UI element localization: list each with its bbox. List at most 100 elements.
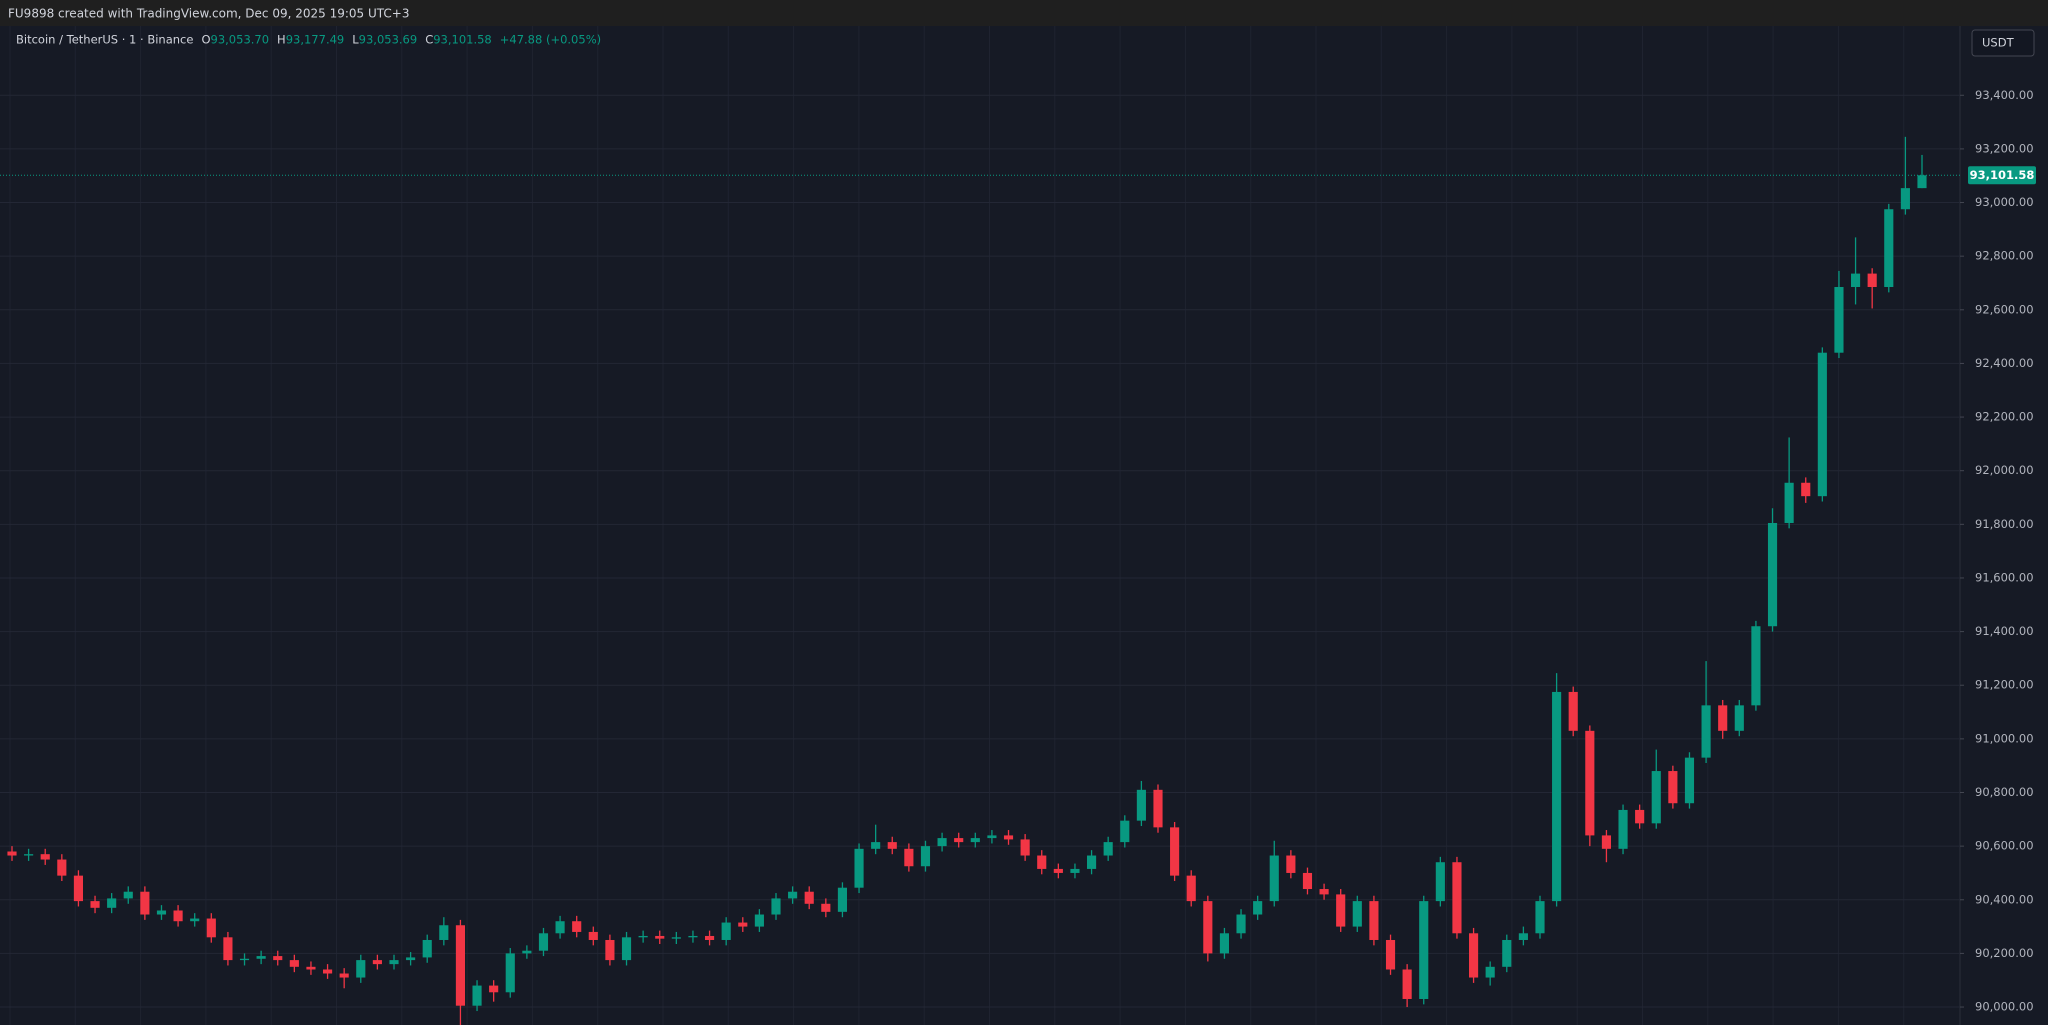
candle-body — [1053, 868, 1063, 873]
candle-body — [73, 875, 84, 902]
candle-body — [322, 969, 333, 974]
candle-body — [1618, 809, 1628, 849]
candle-body — [1834, 287, 1844, 353]
candle-body — [1485, 966, 1495, 978]
candle-body — [190, 918, 200, 922]
candle-body — [1186, 875, 1196, 902]
y-tick-label: 91,000.00 — [1975, 731, 2034, 745]
candle-body — [1219, 933, 1230, 954]
candle-body — [273, 956, 283, 961]
candle-body — [1319, 889, 1329, 895]
chart-title: FU9898 created with TradingView.com, Dec… — [8, 7, 409, 21]
currency-label[interactable]: USDT — [1982, 36, 2015, 50]
candle-body — [704, 935, 715, 940]
y-tick-label: 93,200.00 — [1975, 141, 2034, 155]
candle-body — [605, 939, 615, 961]
candle-body — [1385, 939, 1396, 970]
candle-body — [389, 960, 399, 965]
legend-value: 93,053.70 — [211, 33, 270, 47]
legend-key: C — [425, 33, 433, 47]
candle-body — [1336, 894, 1346, 927]
candle-body — [1203, 901, 1213, 954]
candle-body — [1884, 209, 1894, 288]
candle-body — [688, 935, 698, 938]
candle-body — [1784, 482, 1794, 523]
candle-body — [954, 838, 964, 843]
candle-body — [1136, 789, 1146, 821]
legend-change: +47.88 (+0.05%) — [500, 33, 601, 47]
y-tick-label: 93,000.00 — [1975, 195, 2034, 209]
candle-body — [837, 887, 848, 912]
candle-body — [1352, 901, 1362, 927]
candle-body — [904, 848, 914, 867]
candle-body — [123, 891, 133, 899]
candle-body — [1419, 901, 1429, 999]
candle-body — [1120, 820, 1130, 843]
candle-body — [987, 835, 997, 839]
candle-body — [854, 848, 864, 888]
legend-key: O — [201, 33, 210, 47]
candle-body — [1734, 705, 1744, 731]
candle-body — [90, 901, 100, 908]
y-tick-label: 92,400.00 — [1975, 356, 2034, 370]
candle-body — [339, 973, 349, 978]
candle-body — [804, 891, 814, 904]
candle-body — [655, 935, 665, 939]
candle-body — [372, 960, 382, 965]
symbol-legend: Bitcoin / TetherUS · 1 · Binance O 93,053… — [16, 33, 601, 47]
candle-body — [1402, 969, 1412, 999]
candle-body — [1635, 809, 1645, 824]
candle-body — [256, 956, 266, 959]
candle-body — [920, 846, 931, 867]
candle-body — [588, 931, 598, 940]
candle-body — [1552, 691, 1562, 902]
candle-body — [1070, 868, 1080, 873]
candle-body — [173, 910, 183, 922]
candle-body — [1003, 835, 1014, 840]
candles — [0, 136, 1960, 1025]
candle-body — [7, 851, 17, 856]
candle-body — [1020, 839, 1030, 856]
candle-body — [1502, 939, 1512, 967]
candle-body — [771, 898, 781, 915]
currency-button[interactable]: USDT — [1971, 29, 2035, 57]
y-tick-label: 91,800.00 — [1975, 517, 2034, 531]
y-tick-label: 92,200.00 — [1975, 410, 2034, 424]
candle-body — [887, 842, 897, 849]
candle-body — [1269, 855, 1279, 902]
legend-value: 93,101.58 — [433, 33, 492, 47]
candle-body — [937, 838, 947, 847]
legend-value: 93,053.69 — [359, 33, 418, 47]
legend-value: 93,177.49 — [286, 33, 345, 47]
candle-body — [1900, 188, 1910, 210]
candle-body — [1850, 273, 1861, 288]
candle-body — [871, 842, 881, 849]
price-axis: 90,000.00 90,200.00 90,400.00 90,600.00 90,8… — [1960, 88, 2036, 1014]
legend-key: L — [352, 33, 359, 47]
y-tick-label: 92,000.00 — [1975, 463, 2034, 477]
legend-key: H — [277, 33, 286, 47]
candle-body — [1701, 705, 1711, 758]
y-tick-label: 92,800.00 — [1975, 249, 2034, 263]
candle-body — [754, 914, 764, 927]
candle-body — [289, 960, 299, 967]
candle-body — [1767, 522, 1778, 627]
candle-body — [223, 937, 233, 961]
candle-body — [1684, 757, 1695, 804]
candle-body — [1751, 626, 1761, 706]
candle-body — [738, 922, 748, 927]
candle-body — [1236, 914, 1246, 934]
price-grid — [0, 94, 1960, 1008]
currency-button-frame[interactable] — [1971, 29, 2035, 57]
candle-body — [671, 937, 681, 939]
candle-body — [306, 966, 316, 970]
candle-body — [239, 958, 250, 961]
candle-body — [156, 910, 167, 915]
candle-body — [40, 854, 50, 860]
candle-body — [24, 854, 34, 856]
y-tick-label: 90,000.00 — [1975, 1000, 2034, 1014]
candle-body — [107, 898, 117, 908]
candle-body — [1170, 827, 1180, 876]
y-tick-label: 90,800.00 — [1975, 785, 2034, 799]
